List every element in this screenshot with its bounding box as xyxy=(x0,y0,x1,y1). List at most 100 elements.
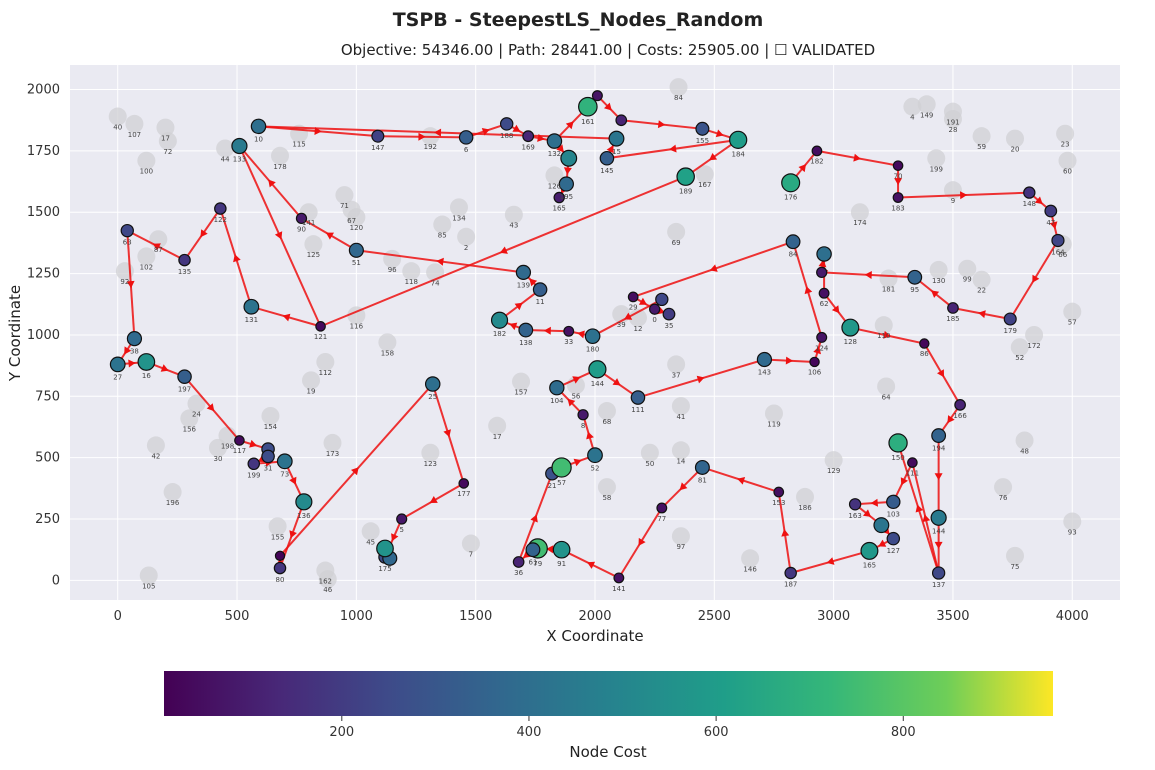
node-label: 70 xyxy=(894,172,903,180)
node-label: 130 xyxy=(932,277,945,285)
edge-arrow xyxy=(443,429,451,438)
selected-node xyxy=(578,96,598,117)
node-label: 86 xyxy=(920,350,929,358)
edge-arrow xyxy=(563,167,572,175)
node-label: 7 xyxy=(469,551,473,559)
selected-node xyxy=(930,509,947,526)
selected-node xyxy=(818,287,830,299)
node-label: 162 xyxy=(319,578,332,586)
unselected-node xyxy=(433,215,452,234)
unselected-nodes xyxy=(108,78,1082,589)
edge-arrow xyxy=(624,312,633,320)
y-tick-label: 0 xyxy=(52,573,60,588)
node-label: 148 xyxy=(1023,200,1036,208)
unselected-node xyxy=(216,139,235,158)
colorbar-tick-label: 200 xyxy=(329,725,354,740)
unselected-node xyxy=(824,451,843,470)
selected-node xyxy=(816,266,828,279)
node-label: 69 xyxy=(672,239,681,247)
selected-node xyxy=(676,167,695,186)
node-label: 48 xyxy=(1020,447,1029,455)
selected-node xyxy=(549,380,565,396)
node-label: 163 xyxy=(848,512,861,520)
node-label: 90 xyxy=(297,225,306,233)
edge-arrow xyxy=(1032,274,1040,283)
unselected-node xyxy=(125,114,144,133)
unselected-node xyxy=(1010,338,1029,357)
unselected-node xyxy=(640,443,659,462)
edge-arrow xyxy=(679,482,688,491)
selected-node xyxy=(109,356,126,373)
unselected-node xyxy=(323,433,342,452)
edge-arrow xyxy=(572,376,581,384)
selected-node xyxy=(656,502,668,514)
edge-arrow xyxy=(960,191,968,200)
node-label: 40 xyxy=(113,124,122,132)
node-label: 27 xyxy=(113,374,122,382)
node-label: 95 xyxy=(910,286,919,294)
node-label: 134 xyxy=(452,214,466,222)
selected-node xyxy=(947,302,959,314)
selected-node xyxy=(848,498,862,511)
selected-node xyxy=(273,561,287,575)
node-label: 126 xyxy=(548,182,562,190)
unselected-node xyxy=(261,406,280,425)
node-label: 144 xyxy=(932,527,946,535)
edge-arrow xyxy=(282,313,291,322)
selected-node xyxy=(655,292,669,307)
y-tick-label: 250 xyxy=(35,512,60,527)
node-label: 180 xyxy=(586,345,599,353)
selected-node xyxy=(499,117,514,131)
node-label: 63 xyxy=(123,239,132,247)
node-label: 174 xyxy=(853,219,867,227)
node-label: 166 xyxy=(953,412,967,420)
edge-arrow xyxy=(813,346,821,355)
unselected-node xyxy=(695,165,714,184)
node-label: 35 xyxy=(665,322,674,330)
edge-arrow xyxy=(934,541,943,549)
node-label: 92 xyxy=(120,278,129,286)
unselected-node xyxy=(488,416,507,435)
edge-arrow xyxy=(870,498,878,507)
selected-node xyxy=(552,540,571,559)
node-label: 17 xyxy=(493,433,502,441)
y-tick-label: 2000 xyxy=(27,83,60,98)
selected-node xyxy=(551,457,572,478)
selected-node xyxy=(558,176,574,192)
selected-node xyxy=(860,541,879,560)
unselected-node xyxy=(163,483,182,502)
selected-node xyxy=(919,338,930,349)
colorbar xyxy=(164,671,1053,716)
node-label: 4 xyxy=(910,114,915,122)
node-label: 44 xyxy=(221,155,230,163)
node-label: 173 xyxy=(326,450,339,458)
edge-arrow xyxy=(937,369,944,378)
edge-arrow xyxy=(124,346,132,355)
node-label: 38 xyxy=(130,348,139,356)
node-label: 118 xyxy=(405,278,418,286)
edge-arrow xyxy=(233,254,241,263)
node-label: 28 xyxy=(948,126,957,134)
node-label: 146 xyxy=(743,565,757,573)
edge-arrow xyxy=(947,415,955,424)
selected-node xyxy=(247,457,261,471)
edge-arrow xyxy=(351,467,359,476)
node-label: 172 xyxy=(1027,342,1040,350)
edge-arrow xyxy=(514,302,523,311)
selected-node xyxy=(234,435,245,446)
node-label: 197 xyxy=(178,385,191,393)
y-tick-label: 1250 xyxy=(27,267,60,282)
node-label: 167 xyxy=(698,181,711,189)
node-label: 141 xyxy=(302,219,315,227)
selected-node xyxy=(178,253,191,267)
edge-arrow xyxy=(709,264,718,272)
node-label: 153 xyxy=(772,499,785,507)
unselected-node xyxy=(741,549,760,568)
unselected-node xyxy=(156,118,175,137)
selected-node xyxy=(886,531,901,546)
node-label: 169 xyxy=(521,143,534,151)
node-label: 155 xyxy=(696,137,709,145)
node-label: 124 xyxy=(815,344,829,352)
node-label: 187 xyxy=(784,581,797,589)
x-tick-label: 3000 xyxy=(817,609,850,624)
